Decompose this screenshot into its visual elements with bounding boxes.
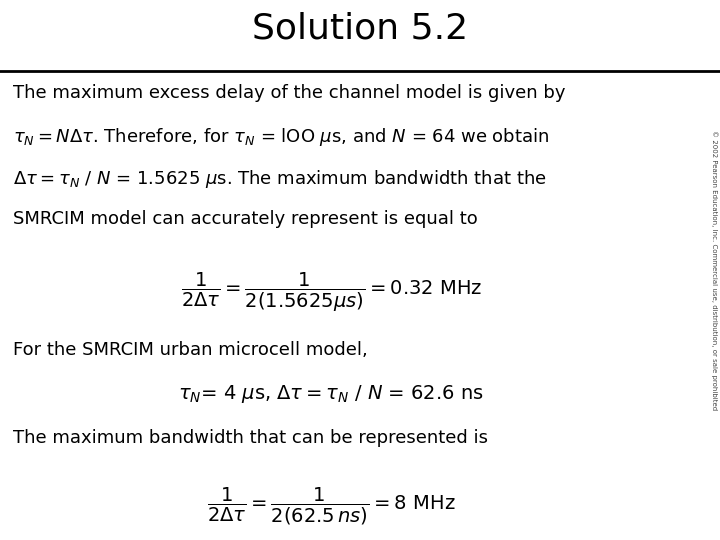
Text: Solution 5.2: Solution 5.2 — [252, 12, 468, 46]
Text: $\tau_N$= 4 $\mu$s, $\Delta\tau = \tau_N$ / $N$ = 62.6 ns: $\tau_N$= 4 $\mu$s, $\Delta\tau = \tau_N… — [179, 383, 484, 405]
Text: The maximum bandwidth that can be represented is: The maximum bandwidth that can be repres… — [13, 429, 488, 447]
Text: SMRCIM model can accurately represent is equal to: SMRCIM model can accurately represent is… — [13, 210, 477, 228]
Text: $\Delta\tau = \tau_N$ / $N$ = 1.5625 $\mu$s. The maximum bandwidth that the: $\Delta\tau = \tau_N$ / $N$ = 1.5625 $\m… — [13, 168, 546, 190]
Text: For the SMRCIM urban microcell model,: For the SMRCIM urban microcell model, — [13, 341, 368, 359]
Text: $\dfrac{1}{2\Delta\tau} = \dfrac{1}{2(62.5\,ns)} = 8$ MHz: $\dfrac{1}{2\Delta\tau} = \dfrac{1}{2(62… — [207, 486, 456, 527]
Text: $\tau_N = N\Delta\tau$. Therefore, for $\tau_N$ = lOO $\mu$s, and $N$ = 64 we ob: $\tau_N = N\Delta\tau$. Therefore, for $… — [13, 126, 549, 148]
Text: The maximum excess delay of the channel model is given by: The maximum excess delay of the channel … — [13, 84, 565, 102]
Text: © 2002 Pearson Education, Inc. Commercial use, distribution, or sale prohibited: © 2002 Pearson Education, Inc. Commercia… — [711, 130, 718, 410]
Text: $\dfrac{1}{2\Delta\tau} = \dfrac{1}{2(1.5625\mu s)} = 0.32$ MHz: $\dfrac{1}{2\Delta\tau} = \dfrac{1}{2(1.… — [181, 271, 482, 314]
